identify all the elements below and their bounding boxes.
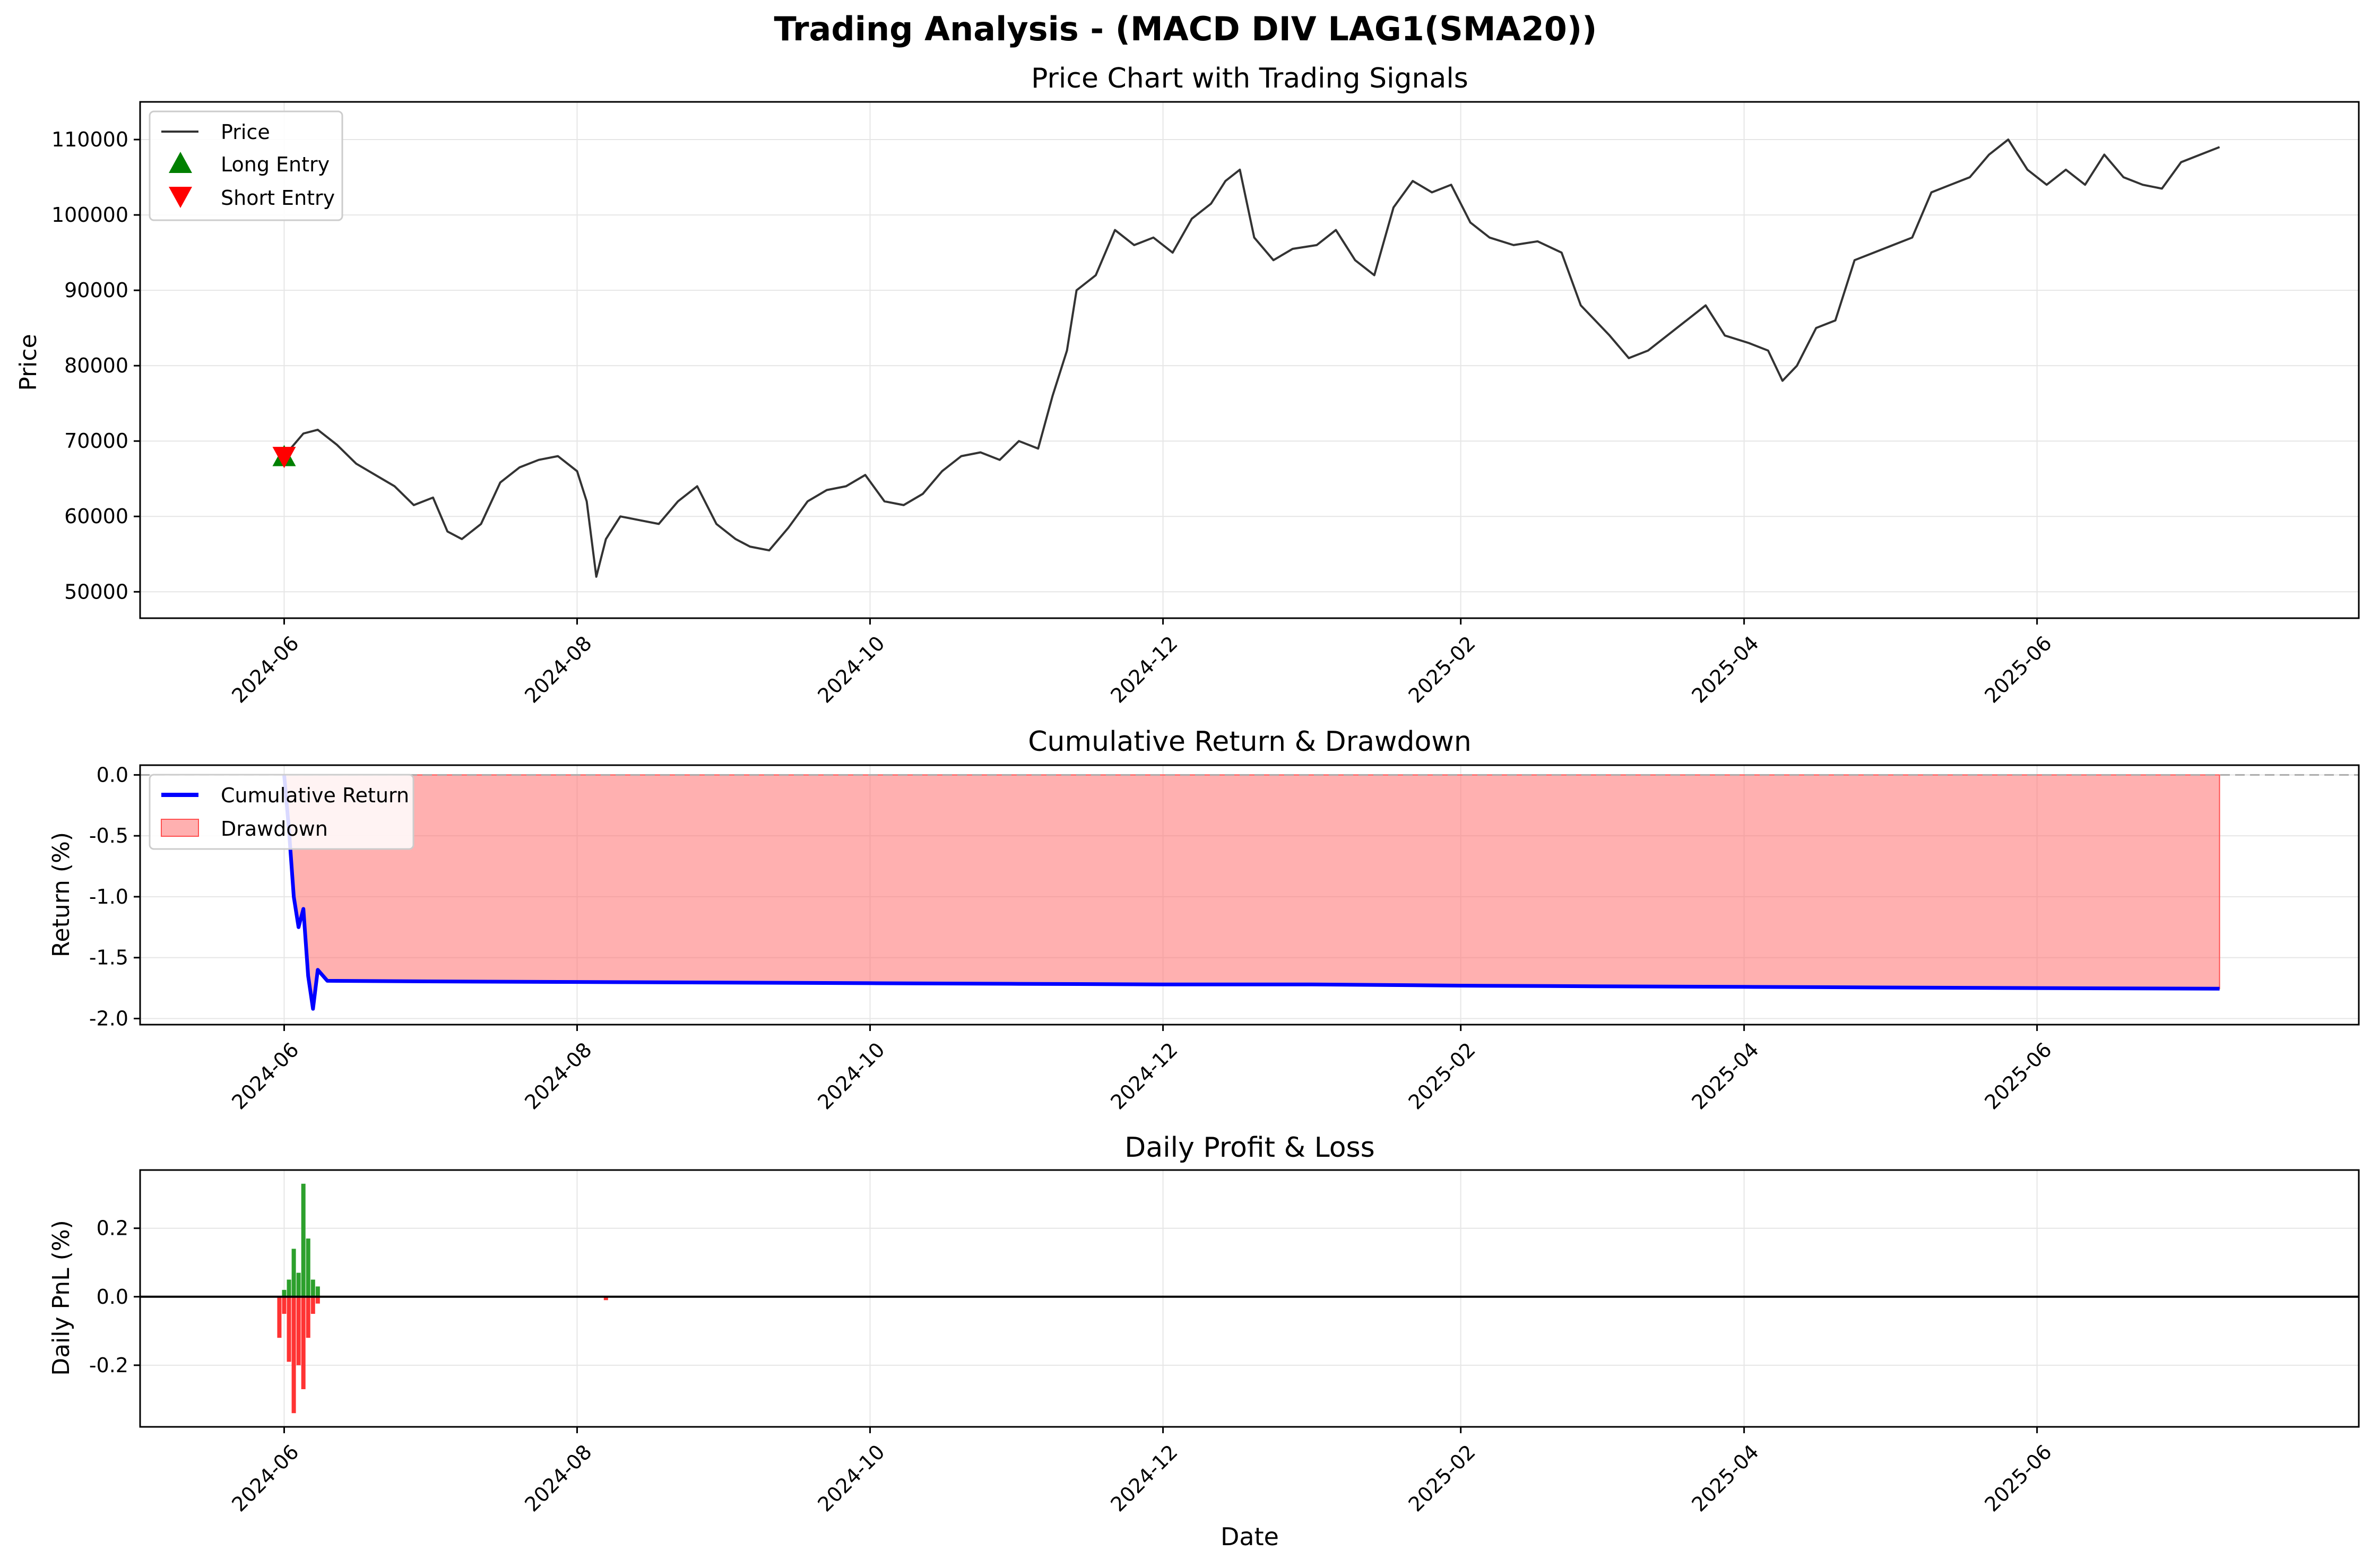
return-panel-xticks: 2024-06 2024-08 2024-10 2024-12 2025-02 2025-… — [227, 1025, 2056, 1114]
price-panel-title: Price Chart with Trading Signals — [1031, 63, 1468, 94]
price-xtick-label: 2024-08 — [520, 631, 596, 707]
pnl-bar — [301, 1296, 306, 1390]
return-legend-box — [149, 774, 414, 850]
long-entry-legend-icon — [169, 152, 192, 173]
return-legend-drawdown-label: Drawdown — [221, 817, 328, 841]
pnl-bar — [296, 1272, 301, 1297]
price-xtick-label: 2024-06 — [227, 631, 303, 707]
return-ytick-label: -0.5 — [89, 824, 128, 847]
pnl-bar — [315, 1296, 320, 1304]
pnl-xtick-label: 2025-02 — [1404, 1440, 1479, 1516]
pnl-xtick-label: 2024-10 — [813, 1440, 889, 1516]
return-xtick-label: 2024-12 — [1106, 1038, 1182, 1114]
pnl-bar — [287, 1296, 291, 1362]
return-panel-frame — [139, 764, 2360, 1026]
pnl-bar — [315, 1286, 320, 1297]
price-ytick-label: 110000 — [51, 128, 128, 151]
pnl-xtick-label: 2025-04 — [1687, 1440, 1763, 1516]
return-xtick-label: 2025-02 — [1404, 1038, 1479, 1114]
price-panel-xticks: 2024-06 2024-08 2024-10 2024-12 2025-02 2025-… — [227, 618, 2056, 707]
pnl-panel-title: Daily Profit & Loss — [1124, 1132, 1374, 1164]
pnl-ytick-label: -0.2 — [89, 1354, 128, 1377]
pnl-panel-xlabel: Date — [1221, 1522, 1279, 1551]
pnl-bar — [310, 1279, 315, 1297]
price-panel-grid — [140, 102, 2359, 618]
price-xtick-label: 2025-02 — [1404, 631, 1479, 707]
return-xtick-label: 2024-08 — [520, 1038, 596, 1114]
pnl-bar — [310, 1296, 315, 1314]
pnl-bar — [306, 1296, 310, 1338]
price-legend-long-label: Long Entry — [221, 153, 330, 176]
return-ytick-label: -1.0 — [89, 885, 128, 908]
return-ytick-label: 0.0 — [97, 763, 128, 786]
pnl-bar — [277, 1296, 282, 1338]
price-xtick-label: 2025-04 — [1687, 631, 1763, 707]
drawdown-area — [283, 774, 2220, 1009]
figure-suptitle: Trading Analysis - (MACD DIV LAG1(SMA20)… — [774, 10, 1597, 48]
price-legend-short-label: Short Entry — [221, 186, 335, 210]
return-panel-plot-area — [140, 774, 2359, 1011]
price-ytick-label: 80000 — [64, 354, 128, 377]
pnl-ytick-label: 0.2 — [97, 1217, 128, 1240]
pnl-panel-yticks: 0.2 0.0 -0.2 — [89, 1217, 140, 1377]
return-panel-yticks: 0.0 -0.5 -1.0 -1.5 -2.0 — [89, 763, 140, 1030]
pnl-xtick-label: 2024-06 — [227, 1440, 303, 1516]
price-panel-plot-area — [272, 138, 2220, 578]
pnl-bar — [296, 1296, 301, 1365]
price-ytick-label: 60000 — [64, 505, 128, 528]
price-legend-price-label: Price — [221, 120, 270, 144]
pnl-panel: Daily Profit & Loss Daily PnL (%) Date 0… — [48, 1132, 2360, 1551]
return-legend-cum-label: Cumulative Return — [221, 784, 409, 807]
pnl-bar — [291, 1296, 296, 1414]
return-xtick-label: 2024-10 — [813, 1038, 889, 1114]
pnl-bar — [603, 1296, 608, 1301]
price-legend: Price Long Entry Short Entry — [149, 110, 343, 221]
pnl-bar — [282, 1296, 287, 1314]
return-xtick-label: 2025-06 — [1980, 1038, 2056, 1114]
pnl-xtick-label: 2024-08 — [520, 1440, 596, 1516]
price-panel-yticks: 50000 60000 70000 80000 90000 100000 110000 — [51, 128, 140, 603]
pnl-bar — [291, 1249, 296, 1297]
pnl-bar — [306, 1238, 310, 1297]
pnl-panel-plot-area — [140, 1183, 2359, 1414]
price-legend-box — [149, 110, 343, 221]
pnl-panel-xticks: 2024-06 2024-08 2024-10 2024-12 2025-02 2025-… — [227, 1427, 2056, 1516]
pnl-bar — [287, 1279, 291, 1297]
return-legend: Cumulative Return Drawdown — [149, 774, 414, 850]
price-xtick-label: 2025-06 — [1980, 631, 2056, 707]
return-legend-drawdown-swatch — [161, 819, 199, 837]
short-entry-legend-icon — [169, 187, 192, 208]
pnl-xtick-label: 2025-06 — [1980, 1440, 2056, 1516]
pnl-panel-grid — [140, 1170, 2359, 1427]
price-ytick-label: 90000 — [64, 279, 128, 302]
pnl-panel-ylabel: Daily PnL (%) — [48, 1220, 75, 1376]
price-ytick-label: 50000 — [64, 580, 128, 603]
pnl-ytick-label: 0.0 — [97, 1285, 128, 1309]
return-ytick-label: -1.5 — [89, 946, 128, 969]
price-panel: Price Chart with Trading Signals Price 5… — [15, 63, 2360, 707]
price-panel-frame — [139, 101, 2360, 619]
price-panel-ylabel: Price — [15, 334, 42, 391]
return-ytick-label: -2.0 — [89, 1007, 128, 1030]
return-panel-ylabel: Return (%) — [48, 832, 75, 957]
price-xtick-label: 2024-12 — [1106, 631, 1182, 707]
pnl-xtick-label: 2024-12 — [1106, 1440, 1182, 1516]
price-ytick-label: 70000 — [64, 429, 128, 453]
return-panel-title: Cumulative Return & Drawdown — [1028, 726, 1472, 758]
return-xtick-label: 2024-06 — [227, 1038, 303, 1114]
price-xtick-label: 2024-10 — [813, 631, 889, 707]
pnl-bar — [301, 1183, 306, 1297]
price-series-line — [283, 138, 2220, 578]
return-panel: Cumulative Return & Drawdown Return (%) … — [48, 726, 2360, 1114]
price-ytick-label: 100000 — [51, 203, 128, 227]
return-xtick-label: 2025-04 — [1687, 1038, 1763, 1114]
cumulative-return-line — [282, 775, 2220, 1011]
pnl-bar — [282, 1289, 287, 1297]
short-entry-marker — [272, 447, 296, 469]
pnl-panel-frame — [139, 1169, 2360, 1428]
